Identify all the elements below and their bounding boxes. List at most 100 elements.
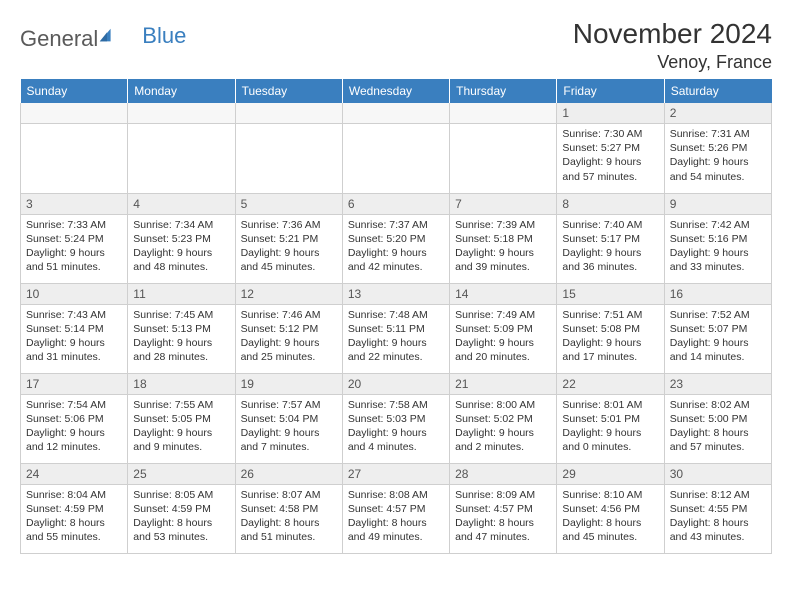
day-details: Sunrise: 8:12 AMSunset: 4:55 PMDaylight:… (665, 485, 771, 549)
daylight-text: Daylight: 9 hours and 39 minutes. (455, 246, 551, 274)
day-details: Sunrise: 8:08 AMSunset: 4:57 PMDaylight:… (343, 485, 449, 549)
calendar-day-cell: 15Sunrise: 7:51 AMSunset: 5:08 PMDayligh… (557, 283, 664, 373)
calendar-day-cell: 3Sunrise: 7:33 AMSunset: 5:24 PMDaylight… (21, 193, 128, 283)
sunrise-text: Sunrise: 8:04 AM (26, 488, 122, 502)
day-header: Friday (557, 79, 664, 103)
calendar-day-cell: 19Sunrise: 7:57 AMSunset: 5:04 PMDayligh… (235, 373, 342, 463)
sunrise-text: Sunrise: 7:37 AM (348, 218, 444, 232)
day-number: 15 (557, 284, 663, 305)
daylight-text: Daylight: 9 hours and 45 minutes. (241, 246, 337, 274)
sunset-text: Sunset: 5:06 PM (26, 412, 122, 426)
sunrise-text: Sunrise: 7:36 AM (241, 218, 337, 232)
daylight-text: Daylight: 9 hours and 57 minutes. (562, 155, 658, 183)
sunrise-text: Sunrise: 7:43 AM (26, 308, 122, 322)
calendar-day-cell: 25Sunrise: 8:05 AMSunset: 4:59 PMDayligh… (128, 463, 235, 553)
daylight-text: Daylight: 9 hours and 51 minutes. (26, 246, 122, 274)
sunset-text: Sunset: 5:01 PM (562, 412, 658, 426)
sunset-text: Sunset: 5:23 PM (133, 232, 229, 246)
daylight-text: Daylight: 9 hours and 17 minutes. (562, 336, 658, 364)
daylight-text: Daylight: 9 hours and 7 minutes. (241, 426, 337, 454)
sunset-text: Sunset: 4:57 PM (455, 502, 551, 516)
day-number: 5 (236, 194, 342, 215)
day-number: 26 (236, 464, 342, 485)
day-number: 19 (236, 374, 342, 395)
sunset-text: Sunset: 5:04 PM (241, 412, 337, 426)
day-details: Sunrise: 7:57 AMSunset: 5:04 PMDaylight:… (236, 395, 342, 459)
sunrise-text: Sunrise: 7:45 AM (133, 308, 229, 322)
calendar-day-cell: 1Sunrise: 7:30 AMSunset: 5:27 PMDaylight… (557, 103, 664, 193)
day-details: Sunrise: 7:45 AMSunset: 5:13 PMDaylight:… (128, 305, 234, 369)
calendar-day-cell: 29Sunrise: 8:10 AMSunset: 4:56 PMDayligh… (557, 463, 664, 553)
day-details: Sunrise: 7:40 AMSunset: 5:17 PMDaylight:… (557, 215, 663, 279)
day-details: Sunrise: 8:01 AMSunset: 5:01 PMDaylight:… (557, 395, 663, 459)
daylight-text: Daylight: 8 hours and 55 minutes. (26, 516, 122, 544)
day-number: 17 (21, 374, 127, 395)
sunrise-text: Sunrise: 7:42 AM (670, 218, 766, 232)
sunset-text: Sunset: 4:56 PM (562, 502, 658, 516)
day-details: Sunrise: 7:31 AMSunset: 5:26 PMDaylight:… (665, 124, 771, 188)
calendar-day-cell: 26Sunrise: 8:07 AMSunset: 4:58 PMDayligh… (235, 463, 342, 553)
calendar-week-row: 24Sunrise: 8:04 AMSunset: 4:59 PMDayligh… (21, 463, 772, 553)
day-number: 14 (450, 284, 556, 305)
calendar-day-cell: 8Sunrise: 7:40 AMSunset: 5:17 PMDaylight… (557, 193, 664, 283)
calendar-week-row: 1Sunrise: 7:30 AMSunset: 5:27 PMDaylight… (21, 103, 772, 193)
daylight-text: Daylight: 9 hours and 9 minutes. (133, 426, 229, 454)
daylight-text: Daylight: 8 hours and 43 minutes. (670, 516, 766, 544)
day-number: 22 (557, 374, 663, 395)
day-number (128, 103, 234, 124)
day-number (343, 103, 449, 124)
sunset-text: Sunset: 4:57 PM (348, 502, 444, 516)
sunset-text: Sunset: 4:59 PM (133, 502, 229, 516)
calendar-day-cell: 14Sunrise: 7:49 AMSunset: 5:09 PMDayligh… (450, 283, 557, 373)
sunset-text: Sunset: 5:24 PM (26, 232, 122, 246)
day-details: Sunrise: 7:37 AMSunset: 5:20 PMDaylight:… (343, 215, 449, 279)
calendar-day-cell: 21Sunrise: 8:00 AMSunset: 5:02 PMDayligh… (450, 373, 557, 463)
day-details: Sunrise: 8:05 AMSunset: 4:59 PMDaylight:… (128, 485, 234, 549)
sunset-text: Sunset: 5:14 PM (26, 322, 122, 336)
daylight-text: Daylight: 8 hours and 53 minutes. (133, 516, 229, 544)
sunset-text: Sunset: 5:09 PM (455, 322, 551, 336)
day-details: Sunrise: 7:43 AMSunset: 5:14 PMDaylight:… (21, 305, 127, 369)
day-details: Sunrise: 7:48 AMSunset: 5:11 PMDaylight:… (343, 305, 449, 369)
day-details: Sunrise: 7:46 AMSunset: 5:12 PMDaylight:… (236, 305, 342, 369)
calendar-day-cell (342, 103, 449, 193)
header: General Blue November 2024 Venoy, France (20, 18, 772, 73)
day-number: 30 (665, 464, 771, 485)
sunrise-text: Sunrise: 8:05 AM (133, 488, 229, 502)
day-number (236, 103, 342, 124)
day-details: Sunrise: 7:52 AMSunset: 5:07 PMDaylight:… (665, 305, 771, 369)
calendar-table: Sunday Monday Tuesday Wednesday Thursday… (20, 79, 772, 554)
day-details: Sunrise: 8:04 AMSunset: 4:59 PMDaylight:… (21, 485, 127, 549)
daylight-text: Daylight: 9 hours and 42 minutes. (348, 246, 444, 274)
day-number: 23 (665, 374, 771, 395)
sunrise-text: Sunrise: 7:55 AM (133, 398, 229, 412)
sunset-text: Sunset: 5:08 PM (562, 322, 658, 336)
day-number: 12 (236, 284, 342, 305)
daylight-text: Daylight: 9 hours and 54 minutes. (670, 155, 766, 183)
day-details: Sunrise: 8:09 AMSunset: 4:57 PMDaylight:… (450, 485, 556, 549)
calendar-day-cell: 23Sunrise: 8:02 AMSunset: 5:00 PMDayligh… (664, 373, 771, 463)
calendar-day-cell: 17Sunrise: 7:54 AMSunset: 5:06 PMDayligh… (21, 373, 128, 463)
calendar-day-cell: 28Sunrise: 8:09 AMSunset: 4:57 PMDayligh… (450, 463, 557, 553)
calendar-day-cell (128, 103, 235, 193)
day-details: Sunrise: 7:58 AMSunset: 5:03 PMDaylight:… (343, 395, 449, 459)
sunset-text: Sunset: 5:12 PM (241, 322, 337, 336)
sunset-text: Sunset: 4:58 PM (241, 502, 337, 516)
sunset-text: Sunset: 5:11 PM (348, 322, 444, 336)
calendar-day-cell: 20Sunrise: 7:58 AMSunset: 5:03 PMDayligh… (342, 373, 449, 463)
calendar-day-cell: 7Sunrise: 7:39 AMSunset: 5:18 PMDaylight… (450, 193, 557, 283)
sunrise-text: Sunrise: 8:08 AM (348, 488, 444, 502)
sunset-text: Sunset: 5:13 PM (133, 322, 229, 336)
day-details: Sunrise: 8:02 AMSunset: 5:00 PMDaylight:… (665, 395, 771, 459)
calendar-day-cell: 18Sunrise: 7:55 AMSunset: 5:05 PMDayligh… (128, 373, 235, 463)
sunrise-text: Sunrise: 8:12 AM (670, 488, 766, 502)
daylight-text: Daylight: 8 hours and 49 minutes. (348, 516, 444, 544)
day-header: Wednesday (342, 79, 449, 103)
daylight-text: Daylight: 9 hours and 36 minutes. (562, 246, 658, 274)
day-details: Sunrise: 7:33 AMSunset: 5:24 PMDaylight:… (21, 215, 127, 279)
day-details: Sunrise: 8:07 AMSunset: 4:58 PMDaylight:… (236, 485, 342, 549)
day-number: 8 (557, 194, 663, 215)
logo-text-general: General (20, 26, 98, 52)
day-header: Sunday (21, 79, 128, 103)
daylight-text: Daylight: 8 hours and 57 minutes. (670, 426, 766, 454)
